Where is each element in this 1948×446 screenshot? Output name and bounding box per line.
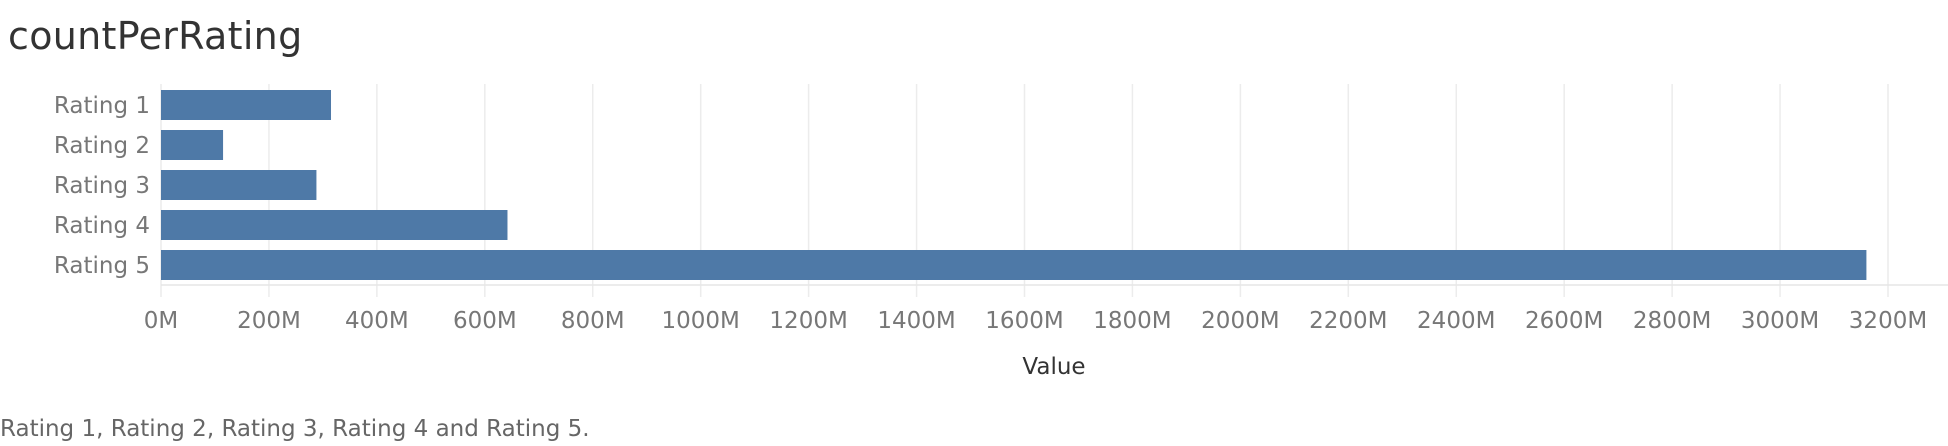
x-tick-label: 0M: [144, 308, 178, 334]
category-label: Rating 1: [54, 93, 150, 119]
x-tick-label: 200M: [237, 308, 301, 334]
x-tick-label: 3200M: [1849, 308, 1927, 334]
x-tick-label: 1000M: [661, 308, 739, 334]
x-tick-label: 600M: [453, 308, 517, 334]
x-tick-label: 2200M: [1309, 308, 1387, 334]
category-label: Rating 2: [54, 133, 150, 159]
bar-rating-4[interactable]: [161, 210, 508, 240]
bars-group: [161, 90, 1867, 280]
x-tick-label: 3000M: [1741, 308, 1819, 334]
chart-title: countPerRating: [8, 14, 303, 58]
x-tick-label: 1400M: [877, 308, 955, 334]
bar-rating-5[interactable]: [161, 250, 1867, 280]
category-labels: Rating 1 Rating 2 Rating 3 Rating 4 Rating 5: [54, 93, 150, 279]
x-tick-label: 1800M: [1093, 308, 1171, 334]
category-label: Rating 4: [54, 213, 150, 239]
x-tick-labels: 0M 200M 400M 600M 800M 1000M 1200M 1400M 1600M 18…: [144, 308, 1927, 334]
x-axis-title: Value: [1022, 354, 1085, 380]
x-tick-label: 1200M: [769, 308, 847, 334]
x-tick-label: 800M: [561, 308, 625, 334]
x-tick-label: 2800M: [1633, 308, 1711, 334]
x-tick-label: 2000M: [1201, 308, 1279, 334]
x-tick-label: 1600M: [985, 308, 1063, 334]
bar-rating-3[interactable]: [161, 170, 317, 200]
bar-rating-2[interactable]: [161, 130, 224, 160]
chart-caption: Rating 1, Rating 2, Rating 3, Rating 4 a…: [0, 416, 590, 442]
x-tick-label: 2400M: [1417, 308, 1495, 334]
x-tick-label: 400M: [345, 308, 409, 334]
category-label: Rating 3: [54, 173, 150, 199]
x-tick-label: 2600M: [1525, 308, 1603, 334]
bar-rating-1[interactable]: [161, 90, 332, 120]
category-label: Rating 5: [54, 253, 150, 279]
